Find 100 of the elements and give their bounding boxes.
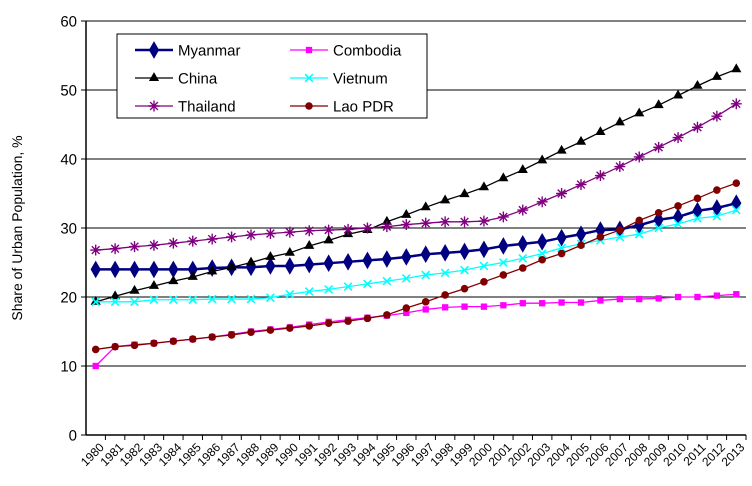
y-tick-label: 50	[60, 82, 77, 100]
point	[594, 170, 606, 182]
point	[596, 233, 604, 241]
point	[520, 300, 526, 306]
point	[148, 240, 160, 251]
y-axis-title: Share of Urban Population, %	[9, 135, 25, 321]
point	[480, 278, 488, 286]
point	[636, 296, 642, 302]
point	[110, 297, 120, 306]
legend-label: Thailand	[178, 98, 236, 116]
point	[694, 294, 701, 300]
point	[480, 304, 488, 310]
point	[634, 151, 645, 162]
point	[692, 80, 703, 89]
point	[208, 294, 217, 304]
point	[304, 225, 315, 236]
point	[518, 254, 528, 263]
point	[226, 261, 237, 270]
legend-label: China	[178, 70, 218, 88]
legend-label: Vietnum	[333, 70, 388, 88]
point	[265, 251, 276, 260]
point	[672, 132, 684, 144]
point	[712, 71, 722, 80]
legend-label: Lao PDR	[333, 98, 394, 116]
point	[597, 297, 604, 304]
point	[324, 285, 334, 294]
point	[266, 293, 275, 302]
point	[653, 142, 664, 153]
point	[440, 216, 451, 228]
point	[422, 306, 429, 313]
point	[714, 292, 720, 299]
point	[730, 98, 742, 110]
point	[206, 234, 218, 244]
point	[478, 181, 490, 190]
point	[402, 304, 410, 312]
point	[382, 276, 392, 286]
point	[614, 116, 625, 126]
y-tick-label: 0	[68, 427, 77, 444]
point	[188, 295, 198, 304]
point	[324, 234, 334, 244]
point	[500, 302, 507, 308]
point	[536, 196, 548, 208]
point	[207, 266, 218, 274]
point	[480, 262, 488, 270]
point	[129, 241, 140, 252]
point	[226, 232, 238, 242]
point	[110, 243, 121, 254]
point	[441, 291, 449, 299]
point	[264, 228, 276, 239]
point	[92, 362, 99, 370]
point	[421, 270, 430, 280]
point	[285, 290, 294, 299]
point	[538, 256, 546, 264]
point	[459, 188, 470, 198]
point	[478, 216, 490, 227]
point	[672, 90, 684, 98]
point	[440, 194, 450, 204]
point	[634, 108, 644, 116]
point	[578, 299, 584, 306]
point	[246, 294, 256, 304]
point	[459, 216, 470, 228]
point	[168, 295, 178, 304]
point	[129, 284, 140, 294]
point	[284, 246, 295, 256]
legend-label: Myanmar	[178, 42, 241, 60]
point	[733, 291, 740, 298]
point	[344, 282, 352, 292]
point	[654, 99, 664, 108]
y-tick-label: 10	[60, 358, 77, 376]
point	[556, 144, 567, 154]
point	[712, 212, 722, 221]
point	[616, 296, 623, 302]
point	[304, 240, 314, 249]
point	[168, 275, 178, 284]
point	[498, 258, 508, 267]
y-tick-label: 30	[60, 220, 77, 238]
point	[148, 280, 160, 289]
point	[402, 274, 411, 283]
point	[440, 268, 450, 278]
point	[342, 224, 354, 235]
point	[614, 161, 626, 172]
point	[731, 63, 742, 72]
point	[674, 202, 682, 210]
point	[420, 201, 431, 210]
point	[500, 271, 508, 279]
point	[518, 164, 528, 173]
point	[460, 266, 469, 274]
point	[654, 224, 664, 232]
y-tick-label: 40	[60, 151, 77, 168]
point	[90, 244, 102, 256]
point	[461, 304, 468, 310]
point	[694, 194, 702, 202]
point	[401, 209, 412, 218]
point	[187, 236, 198, 247]
point	[246, 229, 256, 240]
point	[498, 172, 508, 182]
point	[422, 298, 430, 306]
point	[732, 179, 740, 187]
point	[92, 346, 100, 354]
point	[246, 256, 256, 266]
